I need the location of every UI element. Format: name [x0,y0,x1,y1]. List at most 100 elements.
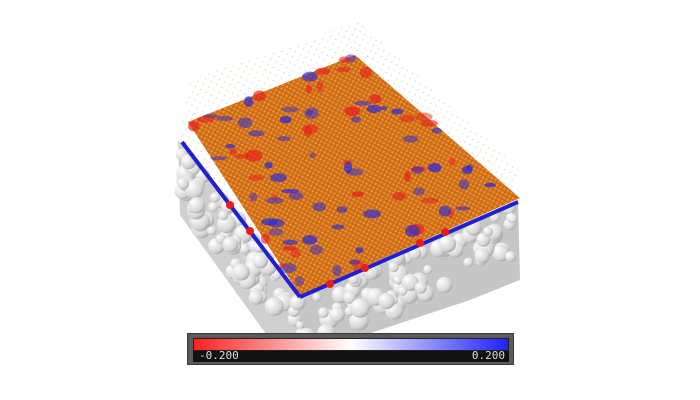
surface-bump [505,251,516,262]
charge-patch [305,84,312,94]
negative-charge-mark [326,280,334,288]
charge-patch [350,116,362,123]
surface-bump [176,177,190,190]
charge-patch [196,116,215,123]
charge-patch [252,90,266,102]
charge-patch [210,156,228,161]
charge-patch [351,191,364,197]
charge-patch [484,182,496,188]
charge-patch [264,161,273,169]
charge-patch [271,194,278,201]
charge-patch [331,224,345,230]
charge-patch [248,130,265,137]
charge-patch [261,218,278,226]
edge-left [180,140,302,299]
negative-charge-mark [361,264,369,272]
charge-patch [336,66,351,73]
charge-patch [366,104,382,114]
surface-bump [476,232,491,247]
surface-bump [343,290,356,304]
charge-patch [338,56,350,64]
charge-patch [216,115,234,121]
charge-patch [315,67,331,75]
surface-bump [312,292,322,302]
surface-bump [474,248,490,264]
surface-bump [414,281,427,294]
charge-patch [332,264,342,277]
surface-bump [206,225,217,236]
surface-bump [248,290,264,305]
membrane-surface-bumps [174,148,518,355]
charge-patch [369,94,382,104]
surface-bump [508,214,518,224]
surface-bump [423,264,433,275]
surface-bump [349,274,359,285]
charge-patch [280,189,299,194]
surface-bump [239,243,250,255]
charge-patch [420,197,439,204]
charge-patch [349,259,361,265]
surface-bump [378,292,395,310]
charge-patch [188,121,200,132]
surface-bump [188,196,206,214]
top-surface [188,55,520,295]
charge-patch [411,165,424,175]
charge-patch [427,163,442,173]
edge-negative-marks [226,201,449,288]
surface-bump [401,273,419,292]
charge-patch [281,106,299,113]
charge-patch [282,245,297,251]
surface-bump [218,210,229,221]
surface-bump [232,263,250,281]
charge-patch [392,191,407,201]
surface-bump [208,202,219,213]
charge-patches [188,54,496,287]
charge-patch [344,106,361,117]
negative-charge-mark [441,228,449,236]
charge-patch [449,157,456,166]
surface-bump [296,321,305,330]
negative-charge-mark [416,239,424,247]
colorbar: -0.200 0.200 [187,333,514,365]
colorbar-max-label: 0.200 [471,349,505,362]
charge-patch [380,105,388,111]
charge-patch [309,244,323,255]
surface-bump [463,257,474,268]
charge-patch [455,206,470,211]
surface-bump [388,262,399,273]
charge-patch [399,114,416,123]
surface-bump [222,236,239,253]
charge-patch [260,233,271,245]
charge-patch [438,205,452,217]
charge-patch [363,209,381,219]
charge-patch [229,148,237,155]
colorbar-gradient [193,338,509,351]
charge-patch [302,71,318,82]
surface-bump [184,179,204,199]
charge-patch [404,171,411,183]
charge-patch [306,109,313,116]
charge-patch [248,174,265,181]
charge-patch [277,136,291,142]
negative-charge-mark [246,227,254,235]
charge-patch [355,247,364,254]
surface-bump [264,297,284,317]
surface-bump [393,275,403,285]
surface-bump [289,294,306,311]
surface-bump [398,286,408,296]
negative-charge-mark [226,201,234,209]
charge-patch [290,248,301,258]
charge-patch [270,173,287,183]
charge-patch [243,96,254,108]
edge-right [299,200,519,299]
charge-patch [225,144,236,149]
charge-patch [354,100,372,106]
charge-patch [336,206,348,214]
charge-patch [279,263,297,274]
charge-patch [415,112,433,122]
surface-bump [436,276,453,294]
charge-patch [304,125,313,138]
surface-bump [252,253,269,269]
charge-patch [316,81,324,93]
